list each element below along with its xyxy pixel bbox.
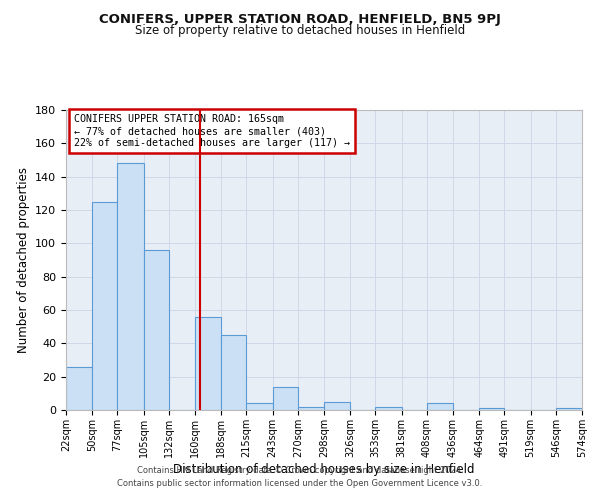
Bar [376, 406, 401, 410]
Bar [66, 366, 92, 410]
Bar [221, 335, 247, 410]
Text: CONIFERS, UPPER STATION ROAD, HENFIELD, BN5 9PJ: CONIFERS, UPPER STATION ROAD, HENFIELD, … [99, 12, 501, 26]
Bar [118, 164, 143, 410]
Bar [92, 202, 118, 410]
Bar [427, 404, 453, 410]
Bar [247, 404, 272, 410]
Bar [324, 402, 350, 410]
Bar [479, 408, 505, 410]
Bar [298, 406, 324, 410]
Bar [556, 408, 582, 410]
Bar [195, 316, 221, 410]
Bar [143, 250, 169, 410]
Text: Contains HM Land Registry data © Crown copyright and database right 2024.
Contai: Contains HM Land Registry data © Crown c… [118, 466, 482, 487]
Y-axis label: Number of detached properties: Number of detached properties [17, 167, 29, 353]
X-axis label: Distribution of detached houses by size in Henfield: Distribution of detached houses by size … [173, 462, 475, 475]
Text: CONIFERS UPPER STATION ROAD: 165sqm
← 77% of detached houses are smaller (403)
2: CONIFERS UPPER STATION ROAD: 165sqm ← 77… [74, 114, 350, 148]
Bar [272, 386, 298, 410]
Text: Size of property relative to detached houses in Henfield: Size of property relative to detached ho… [135, 24, 465, 37]
